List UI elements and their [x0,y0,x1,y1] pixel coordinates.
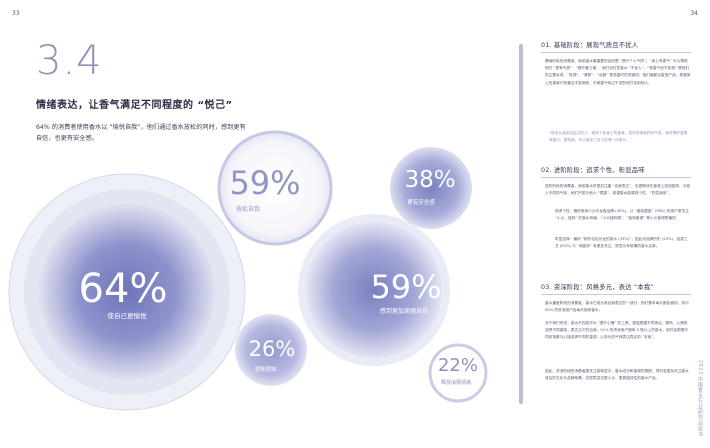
bubble-chart: 64% 使自己更愉悦 59% 放松自我 38% 更有安全感 59% 感到更加美丽… [8,130,488,411]
section-01-quote: “很多从我身边走过的人，闻到了我身上的香味，突然觉得我好有气质。我觉得好香是有魅… [549,131,688,142]
scrollbar-track[interactable] [519,44,523,404]
section-02-bullet-2: 彰显品味：偏好 “制作自由沙龙的香水 (33%)”，因此对品牌历史 (53%)、… [555,237,688,249]
page-number-right: 34 [690,10,698,17]
section-01-heading: 01. 基础阶段：展现气质且不扰人 [541,42,639,49]
bubble-26-value: 26% [249,337,296,361]
bubble-22 [428,343,488,403]
divider [541,52,691,53]
bubble-64 [39,204,215,380]
bubble-38-label: 更有安全感 [407,198,435,206]
intro-text: 64% 的消费者使用香水以 “愉悦自我”，他们通过香水放松的同时，感到更有自信，… [36,124,246,142]
bubble-59-relax-label: 放松自我 [236,205,260,213]
section-01-paragraph: 基础阶段的消费者，使用香水最重要的目的是 “提升个人气质”。“身上有香气” 可以… [545,59,691,85]
section-number: 3.4 [36,38,103,84]
bubble-38 [390,147,472,229]
section-03-paragraph-2: 对于他们来说，香水不仅能作为 “提升心情” 的工具，更能根据不同场合、服饰、心情… [545,321,689,340]
bubble-59-relax-value: 59% [229,164,300,202]
section-02-paragraph: 进阶阶段的消费者，使用香水时更加注重 “自我表达”，也更期待在香调上找到独特、与… [545,184,691,196]
bubble-38-value: 38% [404,167,455,193]
bubble-64-label: 使自己更愉悦 [108,311,148,320]
section-02-heading: 02. 进阶阶段：追求个性、彰显品味 [541,167,645,174]
section-title: 情绪表达，让香气满足不同程度的 “悦己” [36,100,233,111]
section-03-heading: 03. 资深阶段：风格多元，表达 “本我” [541,284,654,291]
bubble-59-beauty-value: 59% [370,268,441,306]
bubble-64-value: 64% [79,266,168,312]
section-03-paragraph-1: 香水重度阶段的消费者，香水已成为其自我表达的一部分，他们基本每天都会使用，其中 … [545,301,689,313]
bubble-59-beauty [306,222,442,358]
divider [541,294,691,295]
section-03-paragraph-3: 因此，资深阶段的消费者更关注香味层次、香水成分和香调的搭配，同时会更加关注香水背… [545,369,689,381]
right-column: 01. 基础阶段：展现气质且不扰人 基础阶段的消费者，使用香水最重要的目的是 “… [541,0,691,448]
bubble-59-beauty-label: 感到更加美丽自信 [380,307,428,315]
bubble-22-value: 22% [438,355,478,376]
bubble-59-relax [217,130,333,246]
scrollbar-thumb[interactable] [519,44,523,404]
vertical-caption: 2023 中国香水行业研究白皮书 [697,360,703,438]
bubble-26-label: 消除烦恼 [254,365,277,373]
page-number-left: 33 [12,10,20,17]
bubble-22-label: 释放消极情绪 [441,379,471,386]
bubble-26 [235,314,307,386]
divider [541,177,691,178]
section-02-bullet-1: 追求个性：偏好使用小众沙龙香品牌 (40%)，以 “避免撞香” (36%) 的用… [555,209,689,221]
